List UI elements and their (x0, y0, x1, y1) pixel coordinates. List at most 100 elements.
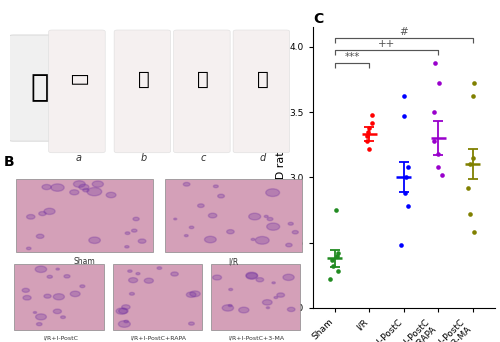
Text: #: # (400, 27, 408, 37)
Circle shape (44, 221, 58, 229)
Point (431, 60, 439, 65)
Bar (14, 264, 104, 330)
Circle shape (180, 225, 192, 232)
Point (368, 112, 376, 118)
Circle shape (188, 239, 194, 243)
Circle shape (65, 305, 77, 312)
Circle shape (126, 313, 136, 318)
Circle shape (284, 290, 289, 292)
Circle shape (107, 237, 118, 242)
Circle shape (263, 188, 276, 195)
Circle shape (124, 291, 136, 298)
Circle shape (264, 308, 274, 314)
Circle shape (174, 202, 180, 206)
Point (334, 250, 342, 256)
Circle shape (227, 188, 232, 192)
Text: C: C (314, 12, 324, 26)
Point (334, 253, 342, 258)
Circle shape (167, 203, 178, 209)
Point (466, 211, 474, 216)
Point (365, 125, 373, 131)
Circle shape (83, 273, 87, 275)
Point (466, 161, 474, 167)
Circle shape (20, 279, 30, 285)
Point (434, 151, 442, 157)
Circle shape (156, 289, 166, 295)
Circle shape (192, 267, 198, 271)
Text: 🐀: 🐀 (30, 74, 49, 103)
Circle shape (38, 271, 50, 277)
Text: b: b (141, 153, 147, 163)
Text: a: a (76, 153, 82, 163)
Circle shape (266, 290, 276, 295)
Circle shape (179, 311, 190, 317)
Point (400, 113, 408, 119)
Bar (112, 264, 202, 330)
Point (402, 175, 410, 180)
Circle shape (176, 315, 184, 319)
Point (329, 263, 337, 269)
Point (334, 268, 342, 274)
Circle shape (152, 298, 156, 300)
Circle shape (94, 305, 101, 310)
Text: A: A (4, 0, 15, 2)
Circle shape (116, 235, 121, 238)
Text: I/R: I/R (228, 257, 238, 266)
Point (365, 146, 373, 152)
Text: d: d (260, 153, 266, 163)
Text: 🐁: 🐁 (198, 70, 209, 89)
Point (326, 276, 334, 282)
Circle shape (42, 196, 54, 202)
Point (430, 109, 438, 115)
Point (368, 120, 376, 125)
FancyBboxPatch shape (7, 35, 72, 141)
Text: 🐁: 🐁 (138, 70, 150, 89)
FancyBboxPatch shape (48, 30, 105, 153)
Circle shape (247, 308, 256, 313)
Circle shape (80, 291, 89, 296)
FancyBboxPatch shape (174, 30, 230, 153)
Circle shape (211, 196, 220, 201)
FancyBboxPatch shape (233, 30, 289, 153)
Circle shape (74, 181, 86, 188)
Circle shape (256, 205, 267, 211)
Point (328, 257, 336, 262)
Point (397, 242, 405, 248)
Circle shape (24, 279, 34, 284)
Circle shape (162, 308, 166, 310)
Circle shape (40, 323, 44, 325)
Point (404, 164, 412, 170)
Point (363, 138, 371, 144)
Circle shape (51, 300, 57, 303)
Circle shape (35, 221, 42, 225)
Point (470, 81, 478, 86)
Point (404, 203, 412, 209)
Text: Sham: Sham (74, 257, 95, 266)
Circle shape (284, 214, 292, 219)
Circle shape (133, 232, 146, 239)
Circle shape (56, 269, 59, 272)
Circle shape (219, 181, 234, 189)
Circle shape (172, 298, 182, 304)
Circle shape (233, 298, 243, 304)
Point (435, 81, 443, 86)
Circle shape (243, 221, 250, 224)
Circle shape (268, 196, 274, 199)
Circle shape (54, 193, 60, 197)
Bar (211, 264, 300, 330)
Bar (16, 179, 153, 252)
Circle shape (44, 192, 59, 200)
Text: I/R+I-PostC+RAPA: I/R+I-PostC+RAPA (131, 335, 187, 340)
Text: ***: *** (344, 52, 360, 62)
Point (468, 94, 476, 99)
Circle shape (174, 276, 182, 280)
Point (401, 190, 409, 196)
Circle shape (46, 216, 55, 221)
Point (468, 155, 476, 160)
Circle shape (124, 189, 135, 195)
Point (364, 129, 372, 134)
Text: ++: ++ (378, 39, 395, 49)
Point (434, 164, 442, 170)
Circle shape (270, 278, 275, 280)
Circle shape (260, 319, 264, 321)
